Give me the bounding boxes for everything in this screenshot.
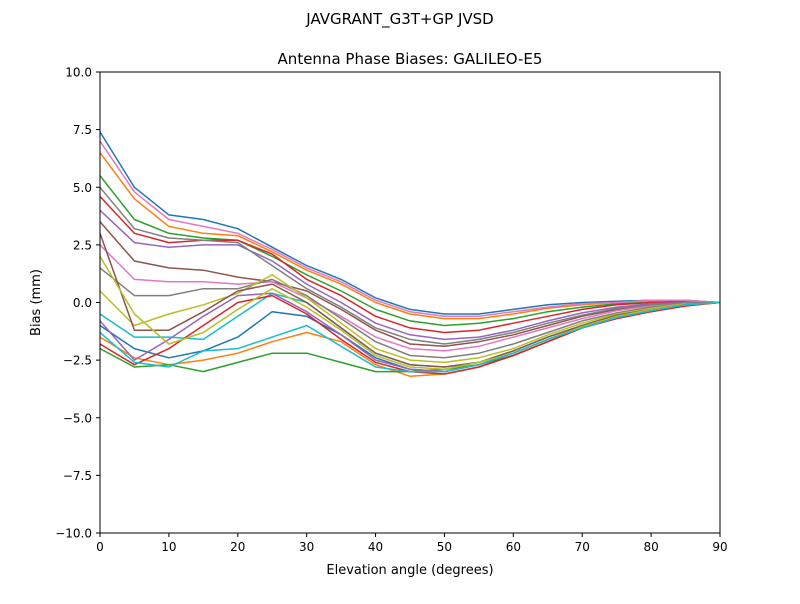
series-line-5 <box>99 221 720 348</box>
x-axis-label: Elevation angle (degrees) <box>326 563 493 578</box>
x-tick-label: 80 <box>643 540 658 554</box>
x-axis: 0 10 20 30 40 50 60 70 80 90 <box>96 533 728 554</box>
y-tick-label: 10.0 <box>65 66 92 80</box>
y-tick-label: 2.5 <box>73 238 92 252</box>
x-tick-label: 40 <box>368 540 383 554</box>
series-line-7 <box>99 267 721 359</box>
y-axis: −10.0 −7.5 −5.0 −2.5 0.0 2.5 5.0 7.5 10.0 <box>55 66 100 541</box>
series-lines <box>99 131 721 378</box>
x-tick-label: 20 <box>230 540 245 554</box>
x-tick-label: 60 <box>506 540 521 554</box>
series-line-18 <box>99 256 721 371</box>
y-tick-label: 0.0 <box>73 296 92 310</box>
series-line-8 <box>99 274 721 364</box>
series-line-4 <box>99 209 720 341</box>
series-line-16 <box>99 140 721 318</box>
x-tick-label: 10 <box>161 540 176 554</box>
y-tick-label: 7.5 <box>73 123 92 137</box>
series-line-6 <box>99 244 720 352</box>
series-line-15 <box>99 233 721 368</box>
x-tick-label: 30 <box>299 540 314 554</box>
series-line-2 <box>99 175 721 327</box>
y-tick-label: −2.5 <box>63 354 92 368</box>
y-tick-label: 5.0 <box>73 181 92 195</box>
x-tick-label: 0 <box>96 540 104 554</box>
series-line-0 <box>99 131 721 315</box>
x-tick-label: 70 <box>575 540 590 554</box>
series-line-17 <box>99 186 720 345</box>
chart-title: Antenna Phase Biases: GALILEO-E5 <box>278 50 543 68</box>
y-tick-label: −5.0 <box>63 411 92 425</box>
y-tick-label: −10.0 <box>55 527 92 541</box>
x-tick-label: 90 <box>712 540 727 554</box>
series-line-1 <box>99 152 721 320</box>
suptitle: JAVGRANT_G3T+GP JVSD <box>305 10 493 29</box>
x-tick-label: 50 <box>437 540 452 554</box>
y-tick-label: −7.5 <box>63 469 92 483</box>
y-axis-label: Bias (mm) <box>29 269 44 336</box>
series-line-19 <box>99 301 721 373</box>
